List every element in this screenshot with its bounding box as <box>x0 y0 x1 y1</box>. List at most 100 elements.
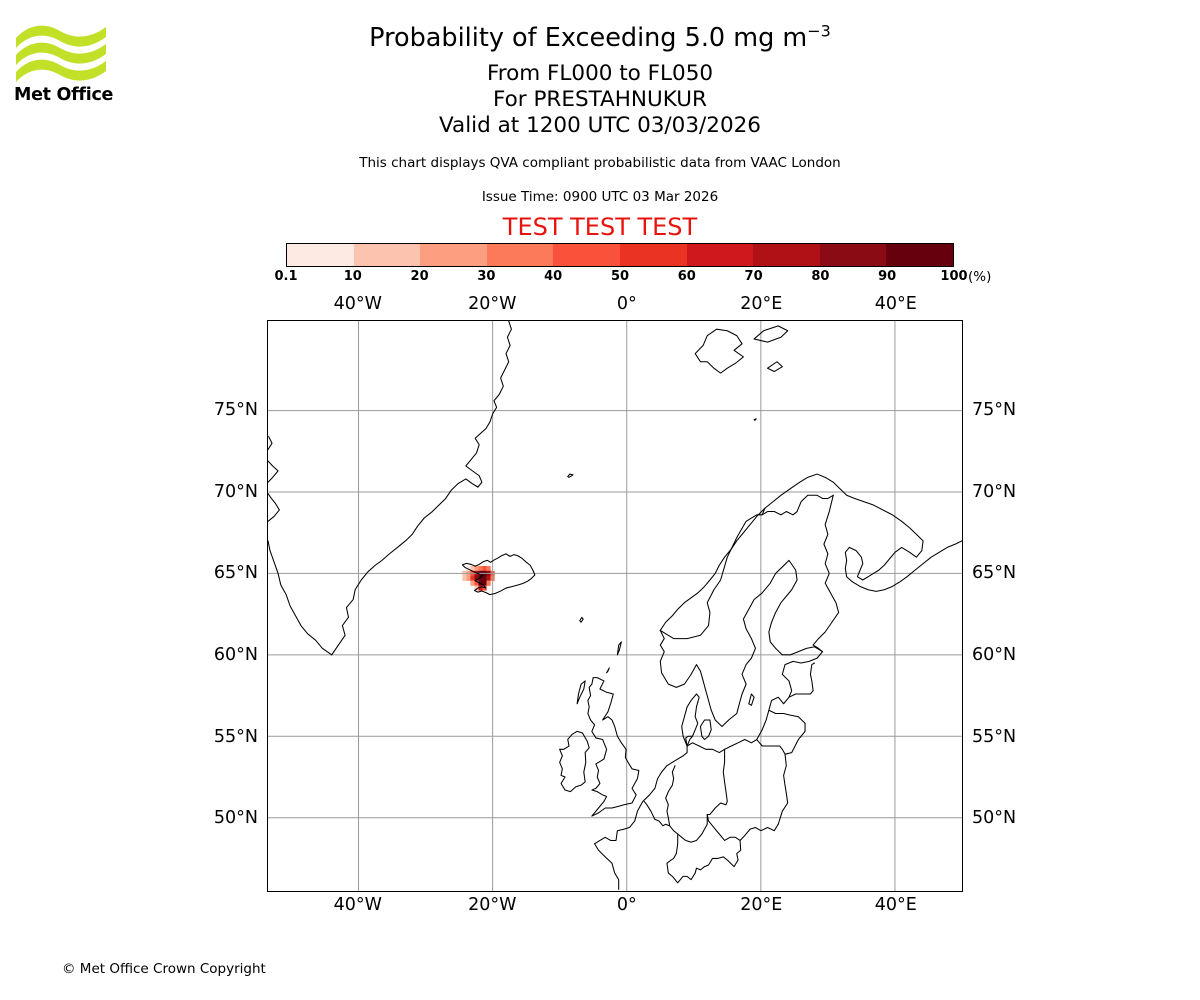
plume-cell <box>474 575 479 581</box>
plume-cell <box>486 575 491 581</box>
plume-cell <box>474 585 479 591</box>
colorbar-segment-2 <box>420 244 487 266</box>
issue-time: Issue Time: 0900 UTC 03 Mar 2026 <box>481 188 719 205</box>
graticule-layer <box>268 321 962 891</box>
lat-label-60°N-left: 60°N <box>213 645 258 666</box>
lat-label-55°N-right: 55°N <box>972 726 1017 747</box>
colorbar-segment-9 <box>886 244 953 266</box>
lat-label-60°N-right: 60°N <box>972 645 1017 666</box>
coastline-path <box>579 616 584 623</box>
page-title-text: Probability of Exceeding 5.0 mg m <box>369 23 808 53</box>
coastline-path <box>594 745 688 845</box>
qva-note: This chart displays QVA compliant probab… <box>359 154 841 171</box>
coastline-path <box>576 680 586 705</box>
colorbar-tick-60: 60 <box>677 269 696 284</box>
map-canvas <box>268 321 962 891</box>
coastline-path <box>268 436 273 451</box>
coastline-path <box>567 473 574 478</box>
plume-cell <box>474 565 479 572</box>
colorbar-segment-0 <box>287 244 354 266</box>
lat-label-50°N-right: 50°N <box>972 808 1017 829</box>
colorbar-segment-8 <box>819 244 887 266</box>
lon-label-20°W: 20°W <box>468 294 517 314</box>
coastline-path <box>812 494 840 653</box>
lon-label-0°: 0° <box>616 895 637 915</box>
plume-cell <box>462 575 467 581</box>
coastline-path <box>666 833 742 884</box>
lat-label-70°N-right: 70°N <box>972 481 1017 502</box>
coastline-path <box>761 494 834 516</box>
coastline-path <box>659 507 766 640</box>
coastline-path <box>268 493 280 522</box>
lon-label-40°W: 40°W <box>333 294 382 314</box>
coastline-path <box>268 540 333 656</box>
test-banner: TEST TEST TEST <box>502 212 698 241</box>
plume-cell <box>470 580 475 586</box>
plume-cell <box>470 575 475 581</box>
colorbar-tick-50: 50 <box>610 269 630 284</box>
coastline-path <box>268 460 279 483</box>
coastline-path <box>659 473 962 674</box>
colorbar-tick-80: 80 <box>811 269 830 284</box>
colorbar-segment-6 <box>686 244 754 266</box>
coastline-path <box>753 325 789 343</box>
map-plot-area[interactable] <box>267 320 963 892</box>
coastline-path <box>606 667 610 674</box>
valid-time-subtitle: Valid at 1200 UTC 03/03/2026 <box>438 112 761 138</box>
colorbar-tick-0.1: 0.1 <box>274 269 298 284</box>
lat-label-75°N-right: 75°N <box>972 399 1017 420</box>
colorbar-segment-7 <box>753 244 820 266</box>
plume-cell <box>478 565 483 572</box>
colorbar-tick-10: 10 <box>343 269 362 284</box>
coastline-path <box>694 328 744 374</box>
coastline-path <box>331 321 512 656</box>
plume-cell <box>478 575 483 581</box>
plume-cell <box>478 585 483 591</box>
colorbar-segment-3 <box>486 244 554 266</box>
lat-label-75°N-left: 75°N <box>213 399 258 420</box>
coastline-path <box>587 677 640 817</box>
lat-label-55°N-left: 55°N <box>213 726 258 747</box>
met-office-wave-mark <box>16 25 106 82</box>
probability-colorbar <box>286 243 954 267</box>
colorbar-tick-100: 100 <box>940 269 968 284</box>
coastline-path <box>788 662 816 698</box>
coastline-path <box>665 765 708 843</box>
coastline-path <box>643 800 671 827</box>
colorbar-tick-90: 90 <box>878 269 897 284</box>
copyright-notice: © Met Office Crown Copyright <box>62 961 266 977</box>
plume-cell <box>486 565 491 572</box>
coastline-path <box>699 719 712 741</box>
page-title: Probability of Exceeding 5.0 mg m−3 <box>0 23 1200 53</box>
lat-label-50°N-left: 50°N <box>213 808 258 829</box>
lon-label-40°E: 40°E <box>874 294 917 314</box>
colorbar-segment-5 <box>619 244 687 266</box>
colorbar-tick-labels: 0.1 10 20 30 40 50 60 70 80 90 100 <box>274 269 967 287</box>
lon-label-20°E: 20°E <box>740 294 783 314</box>
lat-label-65°N-right: 65°N <box>972 563 1017 584</box>
colorbar-segment-1 <box>353 244 421 266</box>
coastline-path <box>461 553 536 596</box>
plume-cell <box>466 565 471 572</box>
colorbar-tick-30: 30 <box>477 269 496 284</box>
coastline-path <box>594 843 620 890</box>
lon-label-40°W: 40°W <box>333 895 382 915</box>
coastline-layer <box>268 321 962 890</box>
met-office-logo: Met Office <box>14 22 114 114</box>
coastline-path <box>681 693 700 747</box>
colorbar-tick-40: 40 <box>544 269 563 284</box>
lon-label-20°E: 20°E <box>740 895 783 915</box>
lon-label-20°W: 20°W <box>468 895 517 915</box>
plume-cell <box>486 580 491 586</box>
plume-cell <box>474 580 479 586</box>
coastline-path <box>559 730 590 793</box>
coastline-path <box>756 709 806 755</box>
coastline-path <box>616 641 622 656</box>
coastline-path <box>661 559 824 754</box>
lat-label-65°N-left: 65°N <box>213 563 258 584</box>
volcano-subtitle: For PRESTAHNUKUR <box>493 86 707 112</box>
plume-cell <box>466 575 471 581</box>
coastline-path <box>706 802 741 842</box>
coastline-path <box>685 735 694 747</box>
flight-level-subtitle: From FL000 to FL050 <box>486 60 714 86</box>
